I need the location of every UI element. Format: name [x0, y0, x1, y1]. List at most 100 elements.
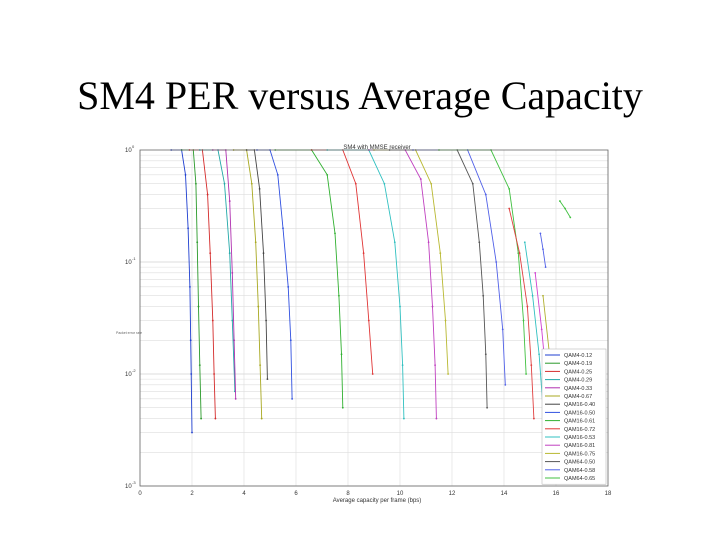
data-point	[538, 353, 540, 356]
data-point	[484, 353, 487, 356]
x-tick-label: 14	[501, 491, 508, 497]
data-point	[471, 182, 474, 185]
data-point	[265, 319, 267, 322]
data-point	[539, 232, 542, 235]
data-point	[184, 173, 187, 176]
data-point	[214, 417, 217, 420]
x-tick-label: 6	[294, 491, 298, 497]
data-point	[213, 373, 215, 375]
data-point	[531, 294, 534, 297]
series-line	[171, 149, 193, 433]
data-point	[276, 173, 279, 176]
x-tick-label: 18	[605, 491, 612, 497]
data-point	[334, 232, 336, 235]
y-tick-label: 10	[125, 372, 132, 378]
data-point	[522, 319, 525, 322]
data-point	[282, 227, 284, 230]
data-point	[262, 252, 265, 255]
data-point	[403, 417, 405, 420]
data-point	[196, 241, 199, 244]
data-point	[211, 319, 214, 322]
data-point	[439, 252, 442, 255]
series-line	[413, 149, 506, 385]
legend-entry: QAM4-0.33	[564, 386, 592, 392]
data-point	[233, 339, 236, 342]
legend: QAM4-0.12 QAM4-0.19 QAM4-0.25 QAM4-0.29 QAM4…	[541, 348, 607, 485]
data-point	[508, 187, 511, 190]
legend-entry: QAM4-0.29	[564, 378, 592, 384]
data-point	[260, 417, 263, 420]
data-point	[486, 406, 488, 409]
data-point	[419, 178, 422, 180]
series-line	[275, 149, 344, 408]
data-point	[200, 417, 202, 420]
data-point	[478, 241, 481, 244]
legend-entry: QAM16-0.61	[564, 419, 595, 425]
y-tick-exponent: -3	[132, 480, 136, 485]
data-point	[362, 252, 365, 255]
data-point	[435, 417, 438, 420]
data-point	[340, 353, 343, 356]
x-tick-label: 8	[346, 491, 350, 497]
data-point	[564, 207, 566, 210]
data-point	[231, 319, 234, 322]
data-point	[534, 271, 537, 274]
series-line	[327, 149, 405, 419]
x-tick-label: 4	[242, 491, 246, 497]
data-point	[289, 339, 292, 342]
data-point	[526, 305, 529, 308]
data-point	[254, 241, 257, 244]
data-point	[393, 241, 396, 244]
data-point	[190, 373, 193, 375]
x-tick-label: 10	[397, 491, 404, 497]
side-label: Packet error rate	[116, 331, 142, 335]
data-point	[525, 373, 527, 375]
data-point	[523, 241, 526, 244]
data-point	[189, 339, 192, 342]
legend-entry: QAM4-0.67	[564, 394, 592, 400]
data-point	[434, 364, 436, 367]
legend-entry: QAM16-0.50	[564, 410, 595, 416]
legend-entry: QAM4-0.12	[564, 353, 592, 359]
data-point	[501, 328, 504, 331]
chart-title: SM4 with MMSE receiver	[343, 145, 410, 151]
plot-frame	[139, 149, 609, 487]
data-point	[542, 248, 544, 251]
y-tick-label: 10	[125, 260, 132, 266]
data-point	[338, 294, 340, 297]
data-point	[569, 216, 572, 219]
series-line	[389, 149, 488, 408]
legend-entry: QAM16-0.81	[564, 443, 595, 449]
data-point	[401, 364, 404, 367]
data-point	[430, 182, 433, 185]
data-point	[231, 271, 234, 274]
x-axis-label: Average capacity per frame (bps)	[333, 498, 422, 504]
series-line	[508, 208, 535, 419]
y-tick-exponent: 0	[132, 144, 135, 149]
data-point	[427, 241, 430, 244]
data-point	[399, 305, 401, 308]
x-tick-label: 12	[449, 491, 456, 497]
data-point	[197, 305, 200, 308]
x-tick-label: 2	[190, 491, 194, 497]
series-line	[257, 149, 293, 399]
data-point	[287, 285, 290, 288]
data-point	[504, 383, 507, 386]
x-tick-label: 0	[138, 491, 142, 497]
data-point	[266, 378, 269, 381]
data-point	[228, 200, 231, 202]
data-point	[189, 285, 191, 288]
data-point	[228, 252, 231, 255]
data-point	[383, 182, 386, 185]
slide-title: SM4 PER versus Average Capacity	[77, 73, 643, 118]
data-point	[198, 364, 201, 367]
y-tick-exponent: -2	[132, 368, 136, 373]
data-point	[495, 261, 498, 263]
data-point	[187, 227, 189, 230]
data-point	[250, 182, 253, 185]
data-point	[517, 252, 520, 255]
data-point	[540, 328, 543, 331]
series-line	[212, 149, 237, 399]
data-point	[259, 364, 262, 367]
